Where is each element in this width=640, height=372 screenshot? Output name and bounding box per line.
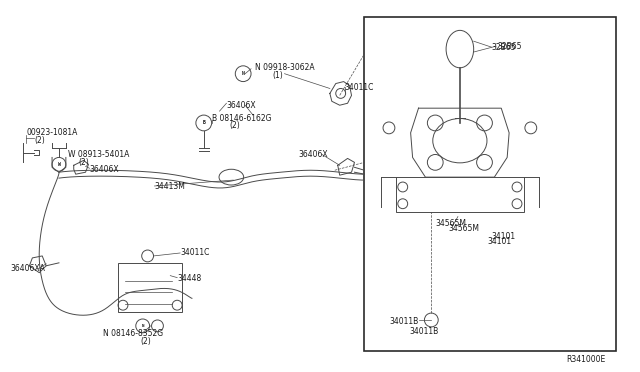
Text: 36406XA: 36406XA [11, 264, 45, 273]
Bar [364, 17, 616, 352]
Text: 34011C: 34011C [180, 248, 209, 257]
Text: N: N [141, 324, 144, 328]
Text: 00923-1081A: 00923-1081A [26, 128, 78, 137]
Text: 34101: 34101 [492, 232, 516, 241]
Text: R341000E: R341000E [566, 355, 605, 364]
Text: B 08146-6162G: B 08146-6162G [212, 113, 271, 122]
Text: W 08913-5401A: W 08913-5401A [68, 150, 129, 159]
Text: N 08146-8352G: N 08146-8352G [103, 329, 163, 338]
Text: 36406X: 36406X [90, 165, 119, 174]
Text: 36406X: 36406X [298, 150, 328, 159]
Text: (1): (1) [273, 71, 284, 80]
Text: 34101: 34101 [488, 237, 511, 246]
Text: (2): (2) [35, 136, 45, 145]
Text: 34448: 34448 [177, 274, 202, 283]
Text: 34413M: 34413M [154, 183, 186, 192]
Text: 34565M: 34565M [448, 224, 479, 233]
Text: 32B65: 32B65 [497, 42, 522, 51]
Text: 34011B: 34011B [410, 327, 439, 336]
Text: (2): (2) [79, 158, 90, 167]
Text: W: W [58, 162, 60, 167]
Text: 36406X: 36406X [227, 101, 256, 110]
Text: (2): (2) [229, 121, 240, 131]
Text: 34011B: 34011B [389, 317, 418, 327]
Text: (2): (2) [141, 337, 152, 346]
Text: 32B65: 32B65 [492, 43, 516, 52]
Bar [118, 263, 182, 312]
Text: N 09918-3062A: N 09918-3062A [255, 63, 315, 72]
Bar [396, 177, 524, 212]
Text: N: N [242, 71, 244, 76]
Text: B: B [202, 121, 205, 125]
Text: 34565M: 34565M [435, 219, 467, 228]
Text: 34011C: 34011C [344, 83, 374, 92]
